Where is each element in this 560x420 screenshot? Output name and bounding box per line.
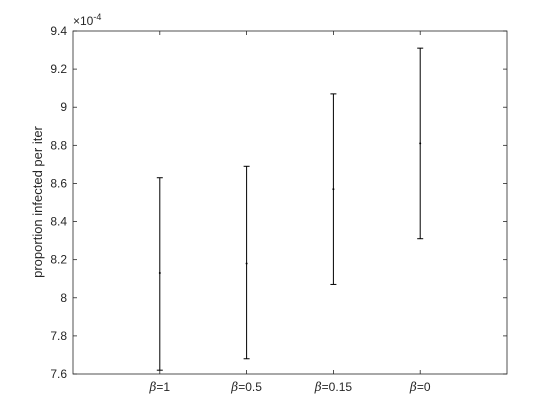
y-tick-label: 9.4 [50, 24, 67, 38]
y-tick-label: 7.6 [50, 367, 67, 381]
mean-point [332, 188, 335, 191]
mean-point [158, 272, 161, 275]
y-tick-label: 8.8 [50, 138, 67, 152]
y-tick-label: 8.6 [50, 176, 67, 190]
error-bars [156, 47, 424, 371]
y-tick-label: 9.2 [50, 62, 67, 76]
beta-symbol: β [409, 380, 417, 394]
y-axis: 7.6 7.8 8 8.2 8.4 8.6 8.8 9 9.2 9.4 [50, 24, 507, 381]
y-tick-label: 9 [60, 100, 67, 114]
beta-symbol: β [148, 380, 156, 394]
beta-symbol: β [314, 380, 322, 394]
mean-point [419, 142, 422, 145]
axes-box [72, 30, 508, 375]
y-tick-label: 8.4 [50, 215, 67, 229]
x-tick-value: =0.15 [322, 380, 353, 394]
y-axis-label: proportion infected per iter [30, 125, 45, 277]
x-tick-value: =0.5 [238, 380, 262, 394]
x-axis: β=1 β=0.5 β=0.15 β=0 [148, 31, 431, 394]
x-tick-label: β=1 [148, 380, 170, 394]
y-tick-label: 8.2 [50, 253, 67, 267]
x-tick-label: β=0.15 [314, 380, 353, 394]
x-tick-value: =1 [156, 380, 170, 394]
x-tick-label: β=0.5 [230, 380, 262, 394]
beta-symbol: β [230, 380, 238, 394]
x-tick-label: β=0 [409, 380, 431, 394]
mean-point [245, 262, 248, 265]
y-tick-label: 7.8 [50, 329, 67, 343]
y-tick-label: 8 [60, 291, 67, 305]
x-tick-value: =0 [417, 380, 431, 394]
y-axis-multiplier: ×10-4 [73, 12, 101, 28]
